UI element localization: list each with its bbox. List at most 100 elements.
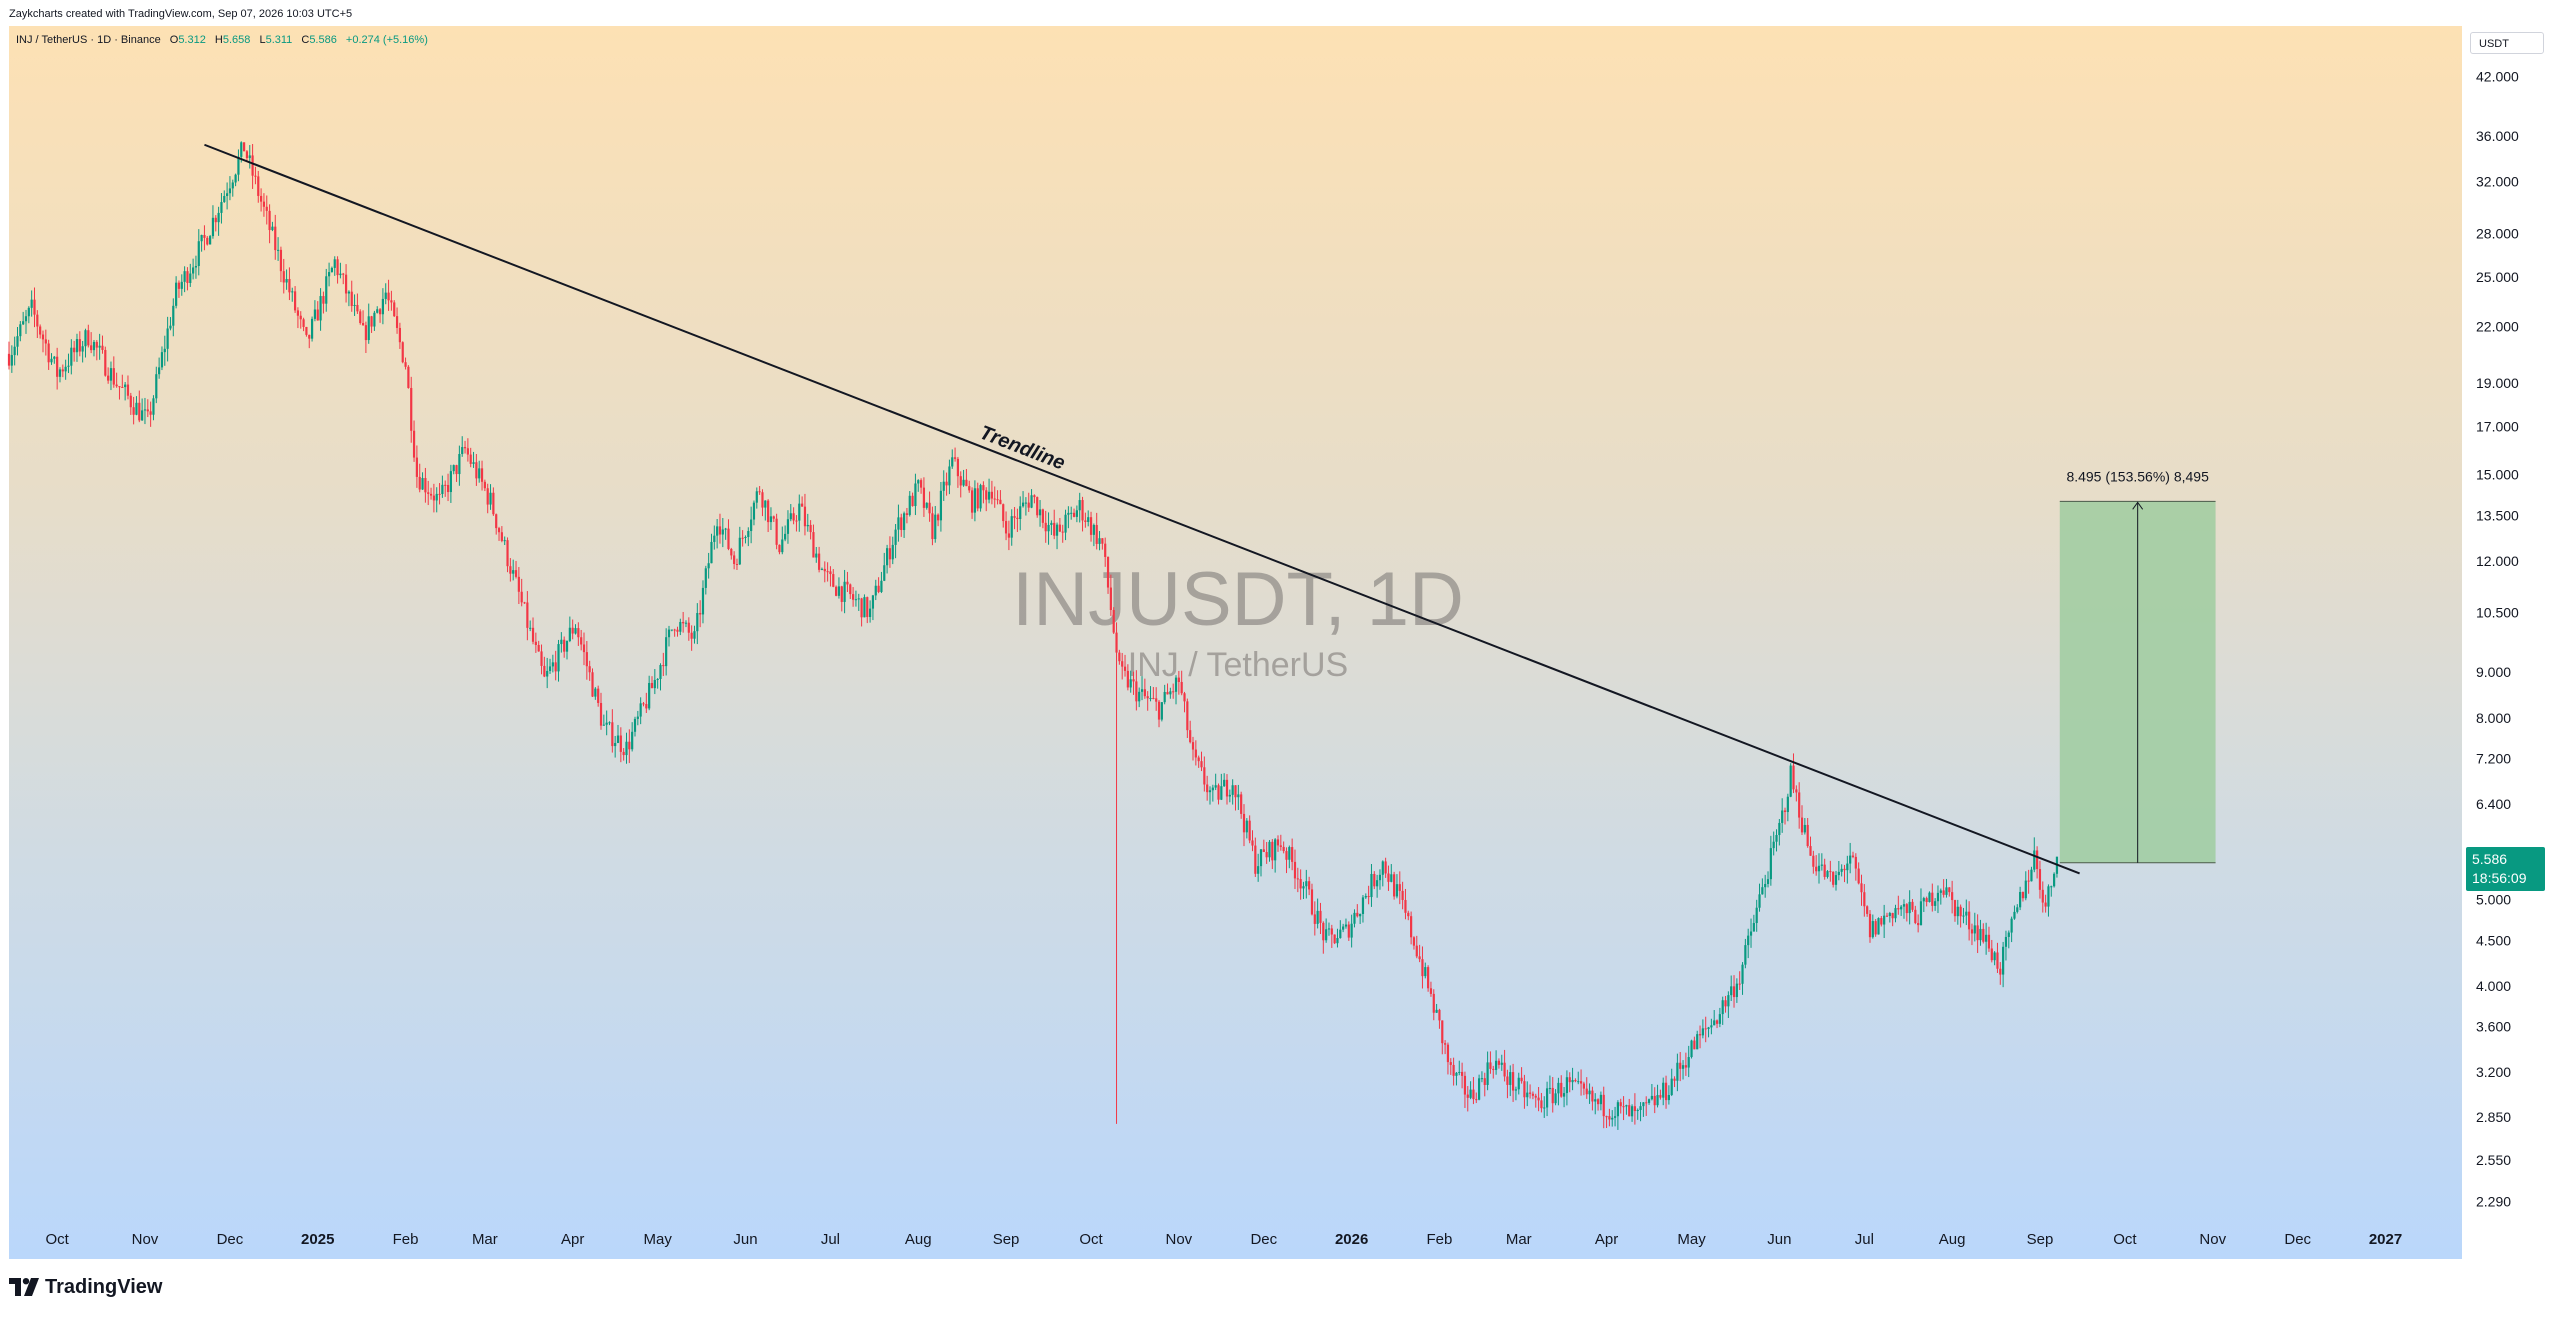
candle-body: [1121, 661, 1124, 667]
time-tick-label: Jun: [1767, 1231, 1791, 1248]
candle-body: [679, 621, 682, 632]
candle-body: [1064, 514, 1067, 533]
candle-body: [1758, 894, 1761, 908]
candle-body: [393, 302, 396, 317]
candle-body: [1497, 1060, 1501, 1065]
candle-body: [628, 741, 631, 750]
candle-body: [1741, 964, 1744, 984]
candle-body: [90, 345, 93, 351]
candle-body: [945, 481, 948, 486]
candle-body: [1676, 1062, 1679, 1081]
candle-body: [784, 533, 787, 540]
candle-body: [1772, 841, 1775, 849]
price-tick-label: 7.200: [2476, 751, 2511, 767]
candle-body: [56, 356, 59, 377]
tradingview-logo-icon: [9, 1278, 39, 1296]
candle-body: [614, 742, 617, 747]
candle-body: [1203, 767, 1206, 785]
candle-body: [1914, 909, 1917, 923]
candle-body: [713, 535, 716, 542]
candle-body: [919, 480, 923, 488]
candle-body: [750, 519, 753, 532]
price-tick-label: 12.000: [2476, 553, 2519, 569]
candle-body: [1571, 1080, 1574, 1083]
candle-body: [1364, 895, 1367, 898]
candle-body: [384, 292, 387, 299]
candle-body: [146, 409, 149, 412]
candle-body: [659, 665, 662, 679]
symbol-name[interactable]: INJ / TetherUS · 1D · Binance: [16, 34, 161, 46]
candle-body: [1509, 1072, 1512, 1085]
candle-body: [1373, 873, 1376, 887]
candle-body: [1271, 841, 1274, 861]
candle-body: [820, 568, 824, 570]
candle-body: [871, 595, 875, 609]
candle-body: [1843, 868, 1846, 871]
candle-body: [622, 751, 625, 756]
candle-body: [1342, 926, 1345, 930]
candle-body: [1472, 1089, 1475, 1100]
candle-body: [92, 341, 96, 351]
candle-body: [223, 195, 226, 203]
candle-body: [809, 524, 812, 533]
candle-body: [141, 410, 144, 421]
candle-body: [1446, 1044, 1450, 1063]
candle-body: [262, 201, 266, 207]
candle-body: [410, 387, 413, 431]
candle-body: [1673, 1078, 1676, 1081]
candle-body: [1308, 881, 1311, 890]
candle-body: [27, 307, 30, 317]
candle-body: [1715, 1020, 1719, 1024]
candle-body: [1228, 794, 1231, 797]
candle-body: [1803, 824, 1806, 833]
time-tick-label: 2025: [301, 1231, 334, 1248]
candle-body: [568, 627, 571, 641]
candle-body: [514, 570, 518, 577]
candle-body: [512, 570, 515, 574]
candle-body: [175, 282, 178, 306]
candle-body: [1024, 502, 1027, 504]
candle-body: [1783, 810, 1787, 813]
price-axis[interactable]: [2462, 26, 2560, 1259]
candle-body: [478, 468, 481, 479]
candle-body: [1778, 822, 1781, 836]
candle-body: [1126, 670, 1129, 688]
candle-body: [109, 368, 113, 381]
candle-body: [1888, 913, 1891, 917]
candle-body: [990, 491, 993, 499]
candle-body: [707, 563, 710, 569]
candle-body: [2047, 886, 2050, 907]
candle-body: [1568, 1077, 1571, 1083]
candle-body: [1217, 785, 1220, 800]
candle-body: [1718, 1014, 1721, 1024]
candle-body: [1285, 851, 1288, 860]
candle-body: [129, 395, 132, 408]
candle-body: [81, 346, 84, 352]
candle-body: [1591, 1090, 1594, 1102]
price-tick-label: 19.000: [2476, 375, 2519, 391]
candle-body: [985, 490, 988, 500]
candle-body: [682, 621, 685, 624]
candle-body: [24, 316, 28, 322]
candle-body: [1333, 934, 1336, 944]
candle-body: [908, 495, 911, 515]
candle-body: [1647, 1099, 1651, 1103]
candle-body: [1288, 847, 1291, 860]
candle-body: [931, 513, 934, 540]
candle-body: [968, 486, 971, 491]
candle-body: [792, 513, 795, 521]
time-tick-label: Aug: [905, 1231, 932, 1248]
time-tick-label: Feb: [393, 1231, 419, 1248]
candle-body: [1002, 504, 1005, 522]
candle-body: [401, 342, 404, 363]
bar-countdown: 18:56:09: [2472, 870, 2527, 886]
chart-area[interactable]: [9, 26, 2462, 1259]
candle-body: [1766, 879, 1770, 884]
candle-body: [1109, 587, 1112, 611]
candle-body: [1577, 1081, 1580, 1083]
candle-body: [1013, 516, 1016, 518]
candle-body: [735, 564, 739, 566]
candle-body: [33, 299, 36, 315]
currency-badge[interactable]: USDT: [2470, 32, 2544, 54]
candle-body: [1990, 948, 1993, 961]
